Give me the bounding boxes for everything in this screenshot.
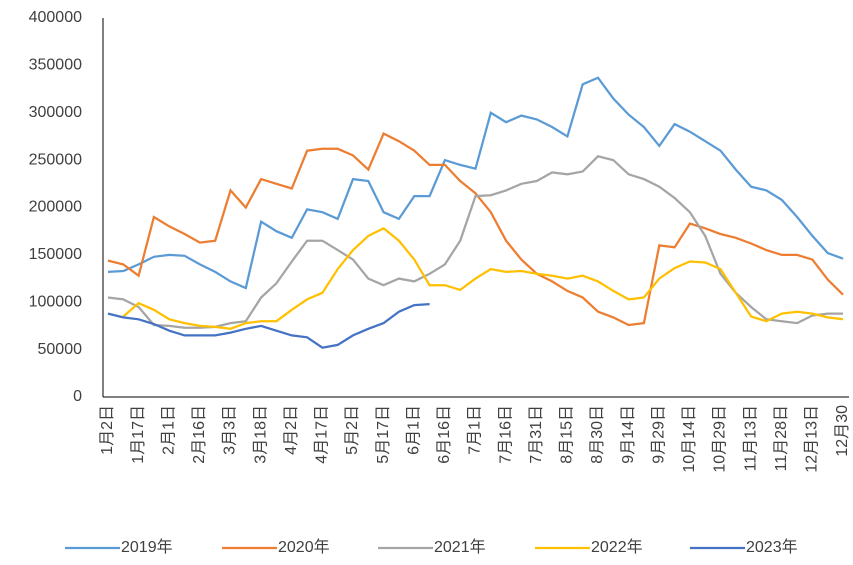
x-tick-label: 2月16日 [191, 405, 208, 464]
y-tick-label: 150000 [29, 246, 82, 263]
x-tick-label: 10月29日 [712, 405, 729, 473]
series-line [107, 132, 844, 327]
x-tick-label: 9月29日 [650, 405, 667, 464]
legend-label: 2019年 [121, 538, 173, 556]
x-tick-label: 12月13日 [804, 405, 821, 473]
y-tick-label: 350000 [29, 57, 82, 74]
x-tick-label: 11月28日 [773, 405, 790, 471]
x-tick-label: 7月16日 [497, 405, 514, 464]
x-tick-label: 4月17日 [314, 405, 331, 464]
x-tick-label: 6月16日 [436, 405, 453, 464]
x-tick-label: 6月1日 [405, 405, 422, 455]
y-tick-label: 400000 [29, 9, 82, 26]
y-tick-label: 50000 [38, 341, 83, 358]
x-tick-label: 7月31日 [528, 405, 545, 464]
legend-label: 2021年 [434, 538, 486, 556]
x-tick-label: 12月30 [834, 405, 851, 457]
series-line [122, 226, 844, 330]
x-tick-label: 8月30日 [589, 405, 606, 464]
x-tick-label: 10月14日 [681, 405, 698, 473]
x-tick-label: 2月1日 [160, 405, 177, 455]
legend-label: 2020年 [278, 538, 330, 556]
x-tick-label: 5月2日 [344, 405, 361, 455]
x-tick-label: 9月14日 [620, 405, 637, 464]
legend-label: 2023年 [746, 538, 798, 556]
legend-label: 2022年 [591, 538, 643, 556]
x-tick-label: 3月18日 [252, 405, 269, 464]
series-line [107, 155, 843, 329]
x-tick-label: 4月2日 [283, 405, 300, 455]
series-line [107, 76, 844, 290]
y-tick-label: 100000 [29, 293, 82, 310]
y-tick-label: 250000 [29, 151, 82, 168]
x-tick-label: 1月17日 [130, 405, 147, 464]
x-tick-label: 3月3日 [222, 405, 239, 455]
x-tick-label: 8月15日 [559, 405, 576, 464]
x-tick-label: 11月13日 [742, 405, 759, 471]
x-tick-label: 1月2日 [99, 405, 116, 455]
series-line [107, 302, 430, 349]
y-tick-label: 0 [73, 388, 82, 405]
y-tick-label: 300000 [29, 104, 82, 121]
y-tick-label: 200000 [29, 199, 82, 216]
x-tick-label: 7月1日 [467, 405, 484, 455]
x-tick-label: 5月17日 [375, 405, 392, 464]
